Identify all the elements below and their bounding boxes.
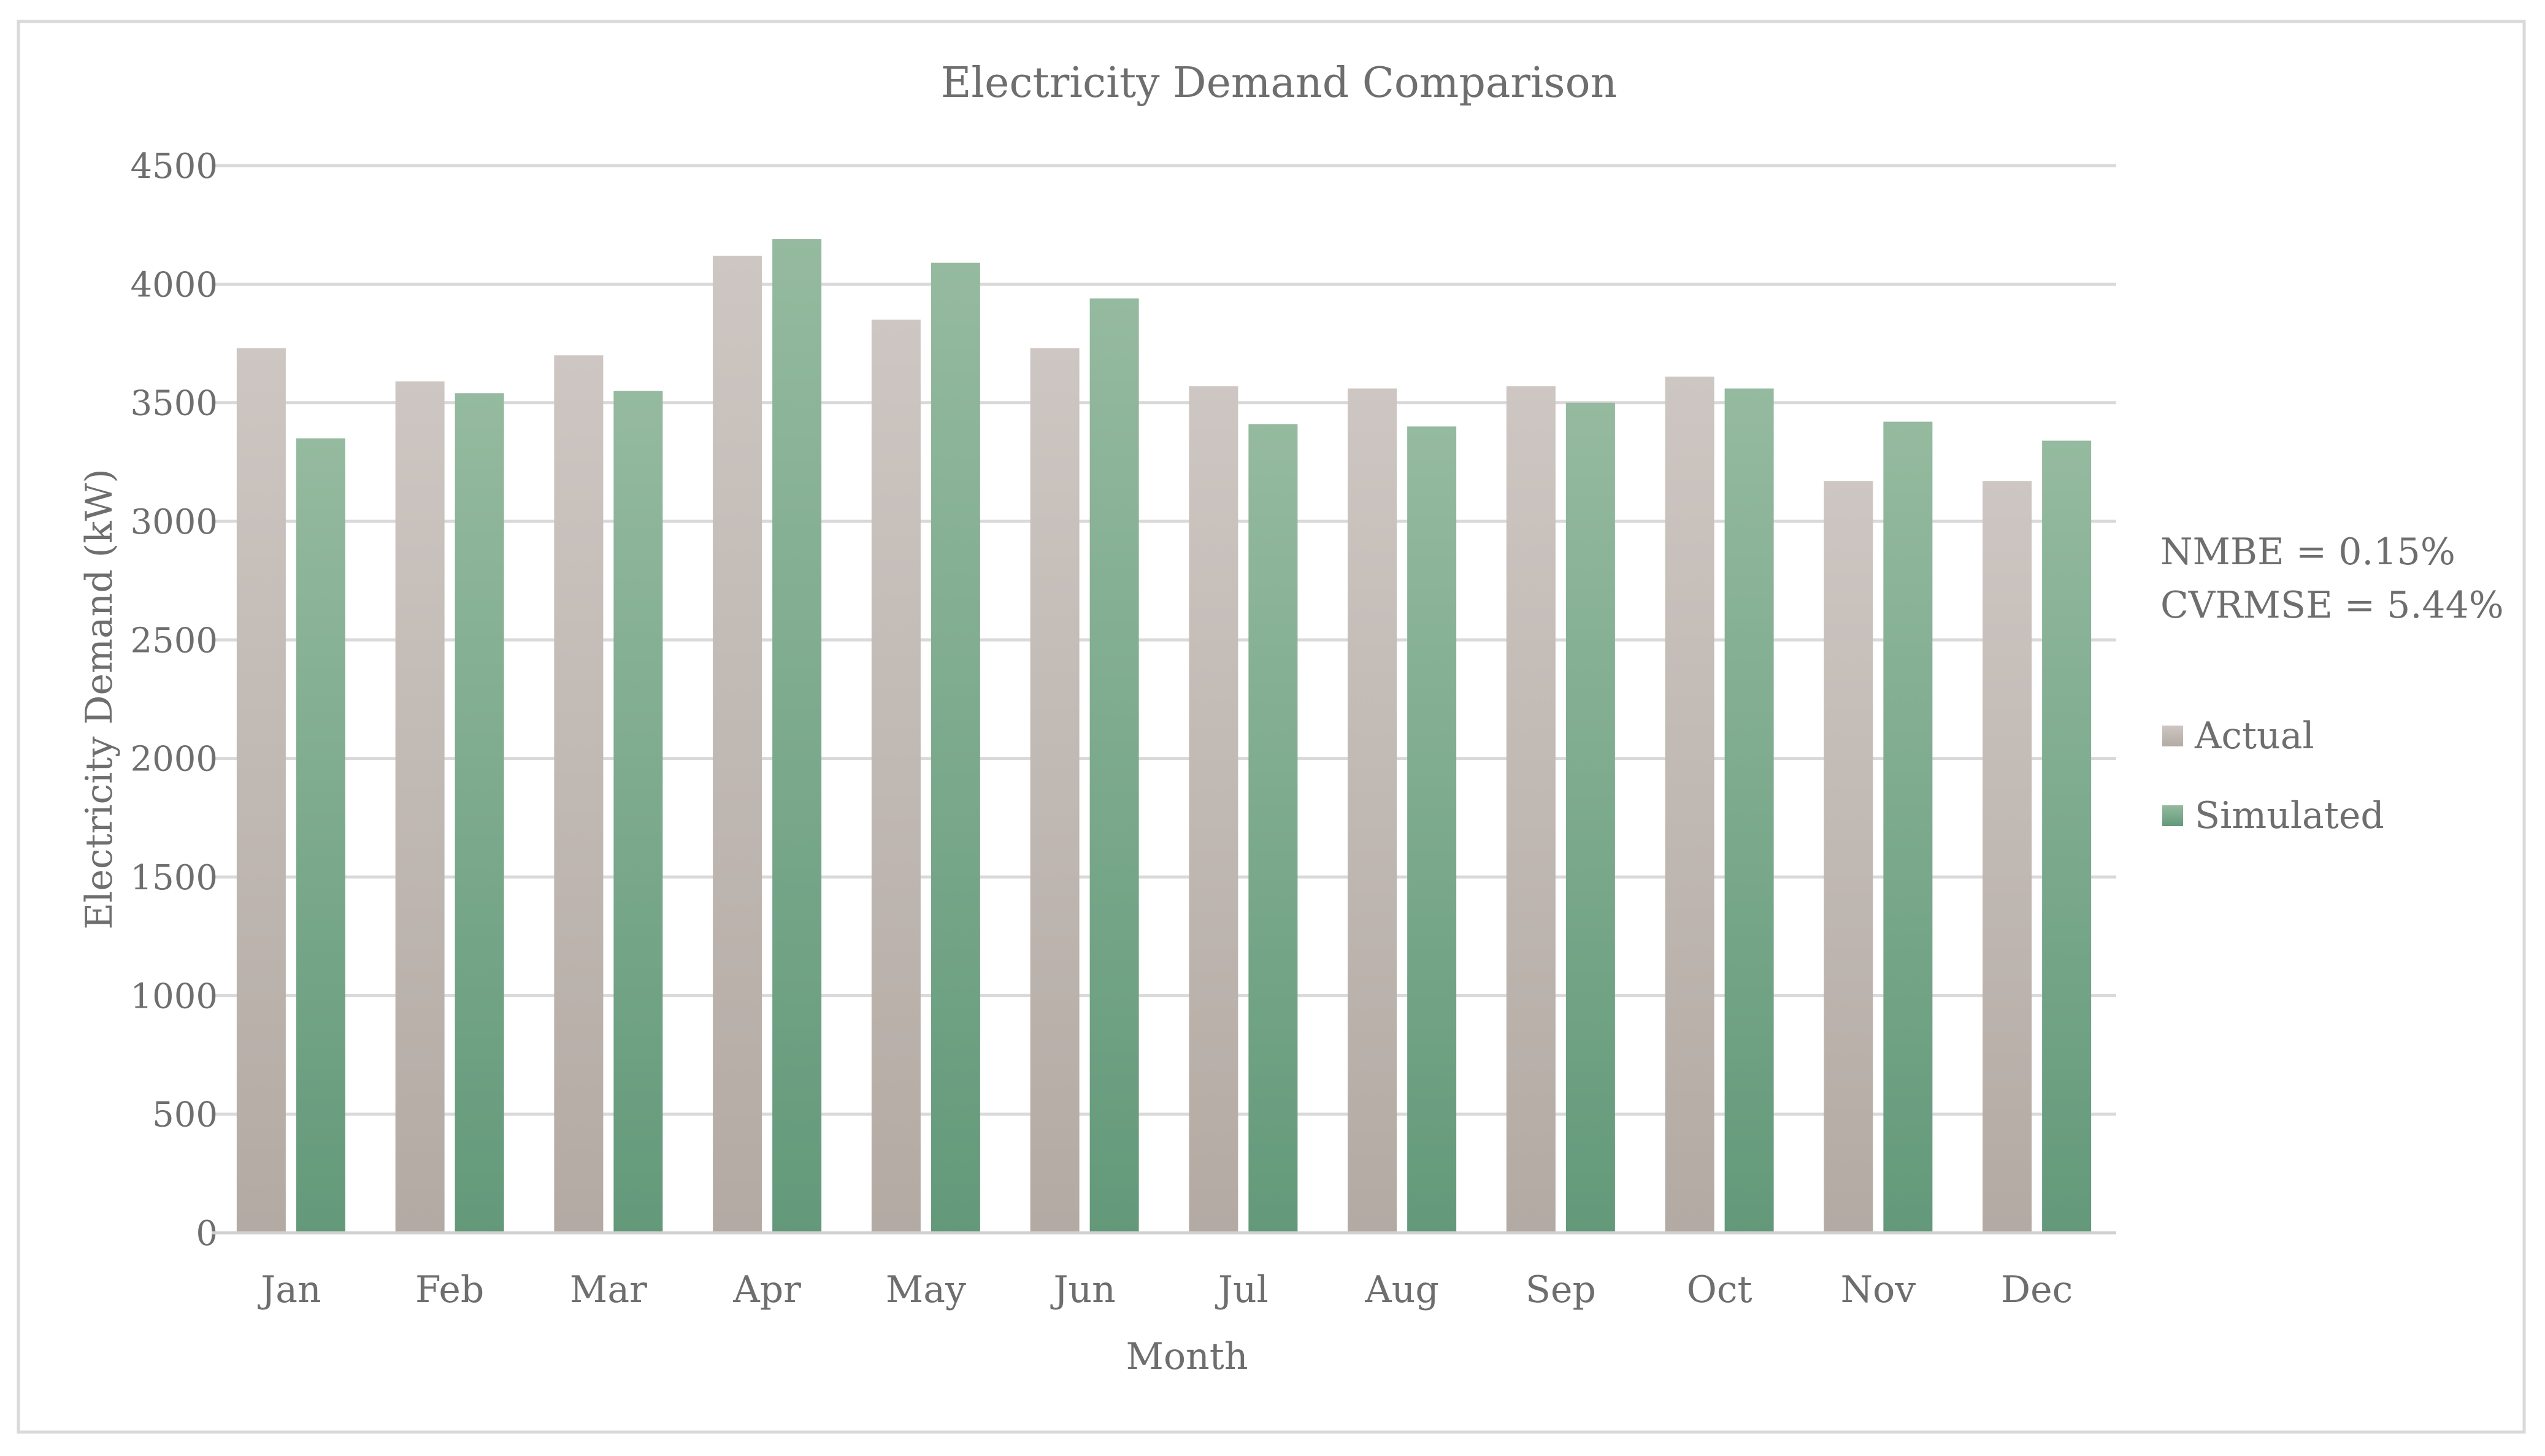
bar-actual-aug [1348, 388, 1397, 1233]
bar-actual-jan [236, 348, 286, 1233]
y-tick-label: 500 [152, 1095, 218, 1135]
gridlines [212, 164, 2116, 1116]
bar-simulated-dec [2042, 440, 2092, 1233]
bar-simulated-feb [455, 393, 504, 1233]
bar-actual-nov [1824, 481, 1873, 1233]
bar-simulated-apr [772, 239, 822, 1233]
x-axis-ticks: Jan Feb Mar Apr May Jun Jul Aug Sep Oct Nov Dec [257, 1268, 2073, 1311]
bar-actual-apr [713, 255, 762, 1233]
y-tick-label: 3500 [130, 384, 218, 424]
x-tick-label-apr: Apr [732, 1268, 801, 1311]
legend: Actual Simulated [2162, 715, 2384, 837]
bar-actual-feb [395, 381, 445, 1233]
y-axis-label: Electricity Demand (kW) [78, 469, 121, 929]
chart-title: Electricity Demand Comparison [941, 59, 1618, 107]
legend-label-simulated: Simulated [2195, 794, 2384, 837]
bar-actual-mar [554, 355, 604, 1233]
bar-actual-jun [1030, 348, 1080, 1233]
bar-actual-sep [1506, 386, 1556, 1233]
y-tick-label: 4500 [130, 147, 218, 186]
y-tick-label: 4000 [130, 265, 218, 305]
x-tick-label-jan: Jan [257, 1268, 321, 1311]
bar-simulated-oct [1724, 388, 1774, 1233]
y-tick-label: 2500 [130, 621, 218, 661]
bar-simulated-nov [1883, 421, 1933, 1233]
x-axis-label: Month [1126, 1335, 1248, 1378]
y-tick-label: 1000 [130, 976, 218, 1016]
bar-simulated-may [931, 262, 980, 1233]
x-tick-label-jun: Jun [1050, 1268, 1115, 1311]
cvrmse-annotation: CVRMSE = 5.44% [2160, 584, 2504, 627]
x-tick-label-sep: Sep [1526, 1268, 1596, 1311]
x-tick-label-oct: Oct [1687, 1268, 1752, 1311]
bar-actual-dec [1983, 481, 2032, 1233]
bar-simulated-jul [1248, 424, 1298, 1233]
legend-swatch-actual [2162, 726, 2183, 746]
legend-swatch-simulated [2162, 805, 2183, 826]
bar-actual-may [871, 320, 921, 1233]
bar-actual-jul [1189, 386, 1238, 1233]
bar-actual-oct [1665, 377, 1714, 1233]
legend-label-actual: Actual [2194, 715, 2314, 757]
bar-simulated-aug [1407, 426, 1457, 1233]
x-tick-label-jul: Jul [1215, 1268, 1269, 1311]
bar-simulated-jan [296, 438, 345, 1233]
x-tick-label-nov: Nov [1841, 1268, 1916, 1311]
y-tick-label: 2000 [130, 740, 218, 780]
bar-simulated-jun [1089, 298, 1139, 1233]
x-tick-label-aug: Aug [1364, 1268, 1438, 1311]
y-tick-label: 1500 [130, 858, 218, 898]
bar-simulated-mar [613, 391, 663, 1233]
x-tick-label-dec: Dec [2001, 1268, 2073, 1311]
nmbe-annotation: NMBE = 0.15% [2160, 531, 2455, 573]
x-tick-label-may: May [886, 1268, 966, 1311]
x-tick-label-feb: Feb [415, 1268, 484, 1311]
bars [236, 239, 2092, 1233]
bar-simulated-sep [1565, 402, 1615, 1233]
y-tick-label: 3000 [130, 502, 218, 542]
x-tick-label-mar: Mar [570, 1268, 647, 1311]
